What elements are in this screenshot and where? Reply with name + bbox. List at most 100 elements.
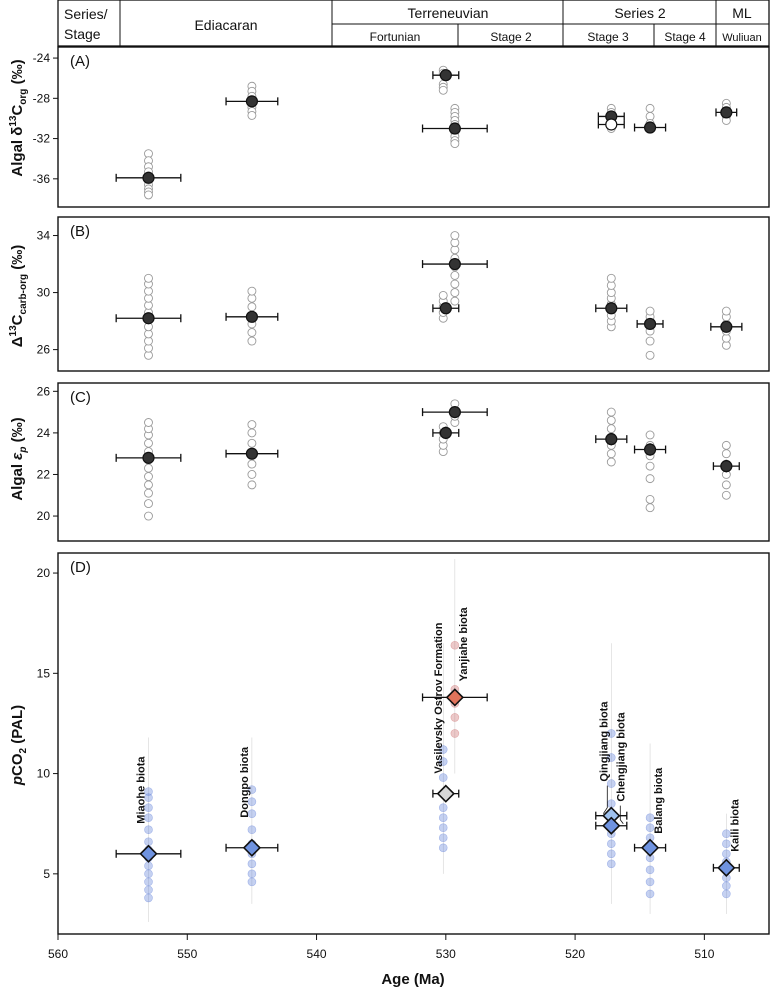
data-point <box>721 440 731 450</box>
data-point <box>606 753 616 762</box>
ylabel-d: pCO2 (PAL) <box>9 705 29 786</box>
x-axis-title: Age (Ma) <box>381 971 444 988</box>
header-ml: ML <box>732 5 752 21</box>
data-point <box>247 110 257 120</box>
data-point <box>144 803 153 812</box>
data-point <box>606 779 616 788</box>
header-ediacaran: Ediacaran <box>194 17 257 33</box>
data-point <box>645 823 655 833</box>
data-point <box>645 474 655 484</box>
data-point <box>247 286 257 296</box>
header-terreneuvian: Terreneuvian <box>408 5 489 21</box>
mean-point <box>439 426 452 439</box>
y-tick-label: 30 <box>37 286 51 300</box>
data-point <box>247 302 257 312</box>
data-point <box>645 889 655 899</box>
data-point <box>438 757 448 766</box>
data-point <box>144 885 153 895</box>
data-point <box>438 823 448 833</box>
biota-label: Qingjiang biota <box>598 701 610 782</box>
mean-point <box>643 317 657 331</box>
data-point <box>450 640 460 650</box>
mean-point <box>448 406 461 419</box>
header-series-stage: Series/ <box>64 6 108 22</box>
panel-label: (D) <box>70 559 91 576</box>
data-point <box>606 799 616 808</box>
data-point <box>606 415 616 425</box>
mean-diamond <box>717 858 736 877</box>
header-fortunian: Fortunian <box>370 30 421 44</box>
y-tick-label: 22 <box>37 467 51 481</box>
mean-point <box>448 257 461 271</box>
data-point <box>247 859 257 869</box>
data-point <box>247 459 257 469</box>
data-point <box>247 470 257 479</box>
data-point <box>144 787 153 796</box>
panel-label: (A) <box>70 53 90 70</box>
data-point <box>645 461 655 471</box>
mean-diamond <box>242 838 262 857</box>
data-point <box>606 839 616 849</box>
panel-label: (B) <box>70 223 90 240</box>
data-point <box>645 503 655 513</box>
x-tick-label: 520 <box>565 947 585 961</box>
data-point <box>144 793 153 802</box>
data-point <box>722 849 731 859</box>
data-point <box>645 103 655 113</box>
data-point <box>606 859 616 869</box>
mean-point <box>245 447 259 460</box>
mean-point <box>142 171 155 184</box>
ylabel-c: Algal εp (‰) <box>9 417 29 500</box>
data-point <box>721 449 731 459</box>
header-wuliuan: Wuliuan <box>722 32 762 44</box>
leader-line <box>619 805 624 824</box>
mean-point <box>720 460 733 473</box>
panel-frame <box>57 382 770 542</box>
data-point <box>144 488 153 498</box>
data-point <box>144 893 153 903</box>
data-point <box>247 328 257 337</box>
data-point <box>144 463 153 473</box>
biota-label: Dongpo biota <box>239 746 251 818</box>
data-point <box>450 231 460 240</box>
data-point <box>645 430 655 440</box>
data-point <box>450 713 460 722</box>
data-point <box>722 829 731 839</box>
stratigraphic-header: Series/ Stage Ediacaran Terreneuvian Ser… <box>57 0 770 47</box>
biota-label: Chengjiang biota <box>615 712 627 802</box>
data-point <box>438 745 448 754</box>
biota-label: Balang biota <box>653 767 665 834</box>
biota-label: Kaili biota <box>729 798 741 851</box>
leader-line <box>602 785 608 814</box>
header-stage-sub: Stage <box>64 26 101 42</box>
data-point <box>438 85 448 95</box>
data-point <box>438 813 448 822</box>
data-point <box>247 785 257 794</box>
header-series2: Series 2 <box>614 5 666 21</box>
data-point <box>721 306 731 316</box>
data-point <box>144 418 153 427</box>
mean-point <box>643 443 657 456</box>
y-tick-label: 26 <box>37 384 51 398</box>
data-point <box>144 499 153 509</box>
panel-d-pco2: 20 15 10 5 (D) Miaohe biota Dongpo biota Vasile… <box>37 552 770 961</box>
x-tick-label: 540 <box>307 947 327 961</box>
y-tick-label: 10 <box>37 767 51 781</box>
data-point <box>645 865 655 875</box>
y-tick-label: 34 <box>37 229 51 243</box>
header-stage2: Stage 2 <box>490 30 532 44</box>
data-point <box>144 877 153 887</box>
mean-point <box>720 320 733 333</box>
mean-point <box>720 106 733 119</box>
data-point <box>247 428 257 438</box>
data-point <box>144 825 153 835</box>
data-point <box>645 494 655 504</box>
biota-label: Miaohe biota <box>135 756 147 824</box>
mean-point <box>605 302 618 315</box>
panel-frame <box>57 216 770 372</box>
y-tick-label: -24 <box>33 51 51 65</box>
panel-b-delta13c-carb-org: 34 30 26 (B) <box>37 216 770 372</box>
data-point <box>645 350 655 360</box>
data-point <box>247 480 257 490</box>
data-point <box>450 296 460 306</box>
